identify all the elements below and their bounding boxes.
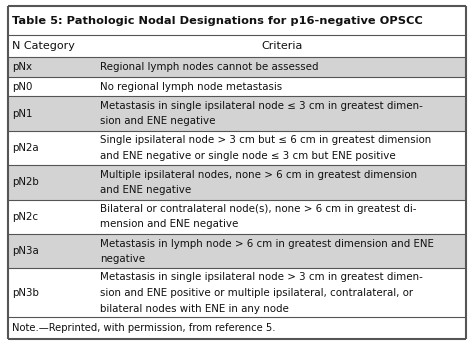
Text: sion and ENE positive or multiple ipsilateral, contralateral, or: sion and ENE positive or multiple ipsila… xyxy=(100,288,413,298)
Text: Bilateral or contralateral node(s), none > 6 cm in greatest di-: Bilateral or contralateral node(s), none… xyxy=(100,204,417,214)
Text: Multiple ipsilateral nodes, none > 6 cm in greatest dimension: Multiple ipsilateral nodes, none > 6 cm … xyxy=(100,170,418,180)
Text: pN0: pN0 xyxy=(12,81,32,91)
Bar xyxy=(8,96,466,131)
Text: Regional lymph nodes cannot be assessed: Regional lymph nodes cannot be assessed xyxy=(100,62,319,72)
Text: pN2b: pN2b xyxy=(12,177,39,187)
Text: and ENE negative or single node ≤ 3 cm but ENE positive: and ENE negative or single node ≤ 3 cm b… xyxy=(100,150,396,160)
Text: pNx: pNx xyxy=(12,62,32,72)
Text: Metastasis in single ipsilateral node ≤ 3 cm in greatest dimen-: Metastasis in single ipsilateral node ≤ … xyxy=(100,101,423,111)
Text: sion and ENE negative: sion and ENE negative xyxy=(100,116,216,126)
Text: pN1: pN1 xyxy=(12,109,33,119)
Text: pN2c: pN2c xyxy=(12,212,38,222)
Bar xyxy=(8,36,466,57)
Bar xyxy=(8,317,466,339)
Bar xyxy=(8,234,466,268)
Bar xyxy=(8,268,466,317)
Text: negative: negative xyxy=(100,254,146,264)
Text: Note.—Reprinted, with permission, from reference 5.: Note.—Reprinted, with permission, from r… xyxy=(12,323,275,333)
Text: pN2a: pN2a xyxy=(12,143,38,153)
Text: Criteria: Criteria xyxy=(261,41,302,51)
Bar xyxy=(8,165,466,199)
Text: Table 5: Pathologic Nodal Designations for p16-negative OPSCC: Table 5: Pathologic Nodal Designations f… xyxy=(12,16,423,26)
Text: No regional lymph node metastasis: No regional lymph node metastasis xyxy=(100,81,283,91)
Text: pN3b: pN3b xyxy=(12,288,39,298)
Text: N Category: N Category xyxy=(12,41,75,51)
Bar xyxy=(8,77,466,96)
Bar xyxy=(8,199,466,234)
Text: pN3a: pN3a xyxy=(12,246,39,256)
Text: Single ipsilateral node > 3 cm but ≤ 6 cm in greatest dimension: Single ipsilateral node > 3 cm but ≤ 6 c… xyxy=(100,135,431,145)
Text: bilateral nodes with ENE in any node: bilateral nodes with ENE in any node xyxy=(100,304,289,314)
Text: mension and ENE negative: mension and ENE negative xyxy=(100,219,239,229)
Bar xyxy=(8,6,466,36)
Text: Metastasis in single ipsilateral node > 3 cm in greatest dimen-: Metastasis in single ipsilateral node > … xyxy=(100,272,423,282)
Text: and ENE negative: and ENE negative xyxy=(100,185,191,195)
Text: Metastasis in lymph node > 6 cm in greatest dimension and ENE: Metastasis in lymph node > 6 cm in great… xyxy=(100,238,434,248)
Bar xyxy=(8,131,466,165)
Bar xyxy=(8,57,466,77)
